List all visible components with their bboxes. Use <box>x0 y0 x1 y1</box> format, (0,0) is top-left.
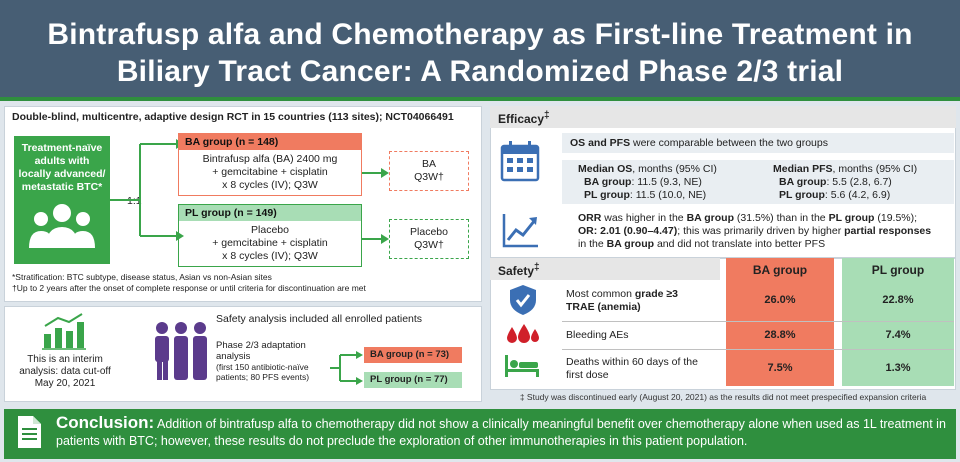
ba-arm-header: BA group (n = 148) <box>179 134 361 150</box>
adaptation-analysis: Phase 2/3 adaptation analysis (first 150… <box>216 340 310 382</box>
pl-maintenance-box: Placebo Q3W† <box>389 219 469 259</box>
safety-row-anemia: Most common grade ≥3 TRAE (anemia) <box>566 288 678 313</box>
deaths-ba-value: 7.5% <box>726 362 834 374</box>
safety-footnote: ‡ Study was discontinued early (August 2… <box>519 392 927 402</box>
efficacy-title: Efficacy‡ <box>490 106 956 128</box>
safety-population-text: Safety analysis included all enrolled pa… <box>216 313 423 325</box>
pl-column-header: PL group <box>871 263 925 277</box>
ba-column-header: BA group <box>752 263 808 277</box>
ba-continue-arrow <box>362 168 389 178</box>
row-divider <box>562 321 954 322</box>
pl-continue-arrow <box>362 234 389 244</box>
safety-title: Safety‡ <box>490 258 720 280</box>
blood-drops-icon <box>507 324 539 343</box>
adaptation-arrows <box>330 351 363 385</box>
median-pfs: Median PFS, months (95% CI) BA group: 5.… <box>773 163 918 201</box>
pl-interim-badge: PL group (n = 77) <box>364 372 462 388</box>
median-os: Median OS, months (95% CI) BA group: 11.… <box>578 163 717 201</box>
pl-arm-header: PL group (n = 149) <box>179 205 361 221</box>
hospital-bed-icon <box>505 355 539 377</box>
document-icon <box>18 416 41 448</box>
os-pfs-comparable: OS and PFS were comparable between the t… <box>562 133 954 153</box>
trend-up-icon <box>502 214 538 248</box>
design-footnotes: *Stratification: BTC subtype, disease st… <box>12 272 366 293</box>
ba-maintenance-box: BA Q3W† <box>389 151 469 191</box>
orr-summary: ORR was higher in the BA group (31.5%) t… <box>578 212 932 250</box>
randomization-arrows <box>110 139 184 241</box>
population-text: Treatment-naïve adults with locally adva… <box>18 142 106 193</box>
patients-icon <box>155 322 207 380</box>
page-title: Bintrafusp alfa and Chemotherapy as Firs… <box>0 0 960 101</box>
deaths-pl-value: 1.3% <box>842 362 954 374</box>
median-survival-block <box>562 160 954 204</box>
ba-arm-box: BA group (n = 148) Bintrafusp alfa (BA) … <box>178 133 362 196</box>
ba-interim-badge: BA group (n = 73) <box>364 347 462 363</box>
people-group-icon <box>29 204 95 248</box>
design-heading: Double-blind, multicentre, adaptive desi… <box>12 111 454 123</box>
shield-icon <box>510 285 536 315</box>
row-divider <box>562 349 954 350</box>
pl-arm-body: Placebo + gemcitabine + cisplatin x 8 cy… <box>212 224 328 262</box>
calendar-icon <box>500 141 540 182</box>
safety-row-deaths: Deaths within 60 days of the first dose <box>566 356 698 381</box>
ba-arm-body: Bintrafusp alfa (BA) 2400 mg + gemcitabi… <box>202 153 338 191</box>
conclusion-label: Conclusion: <box>56 413 155 432</box>
bar-chart-growth-icon <box>42 313 86 350</box>
conclusion-text: Addition of bintrafusp alfa to chemother… <box>56 417 946 448</box>
bleeding-pl-value: 7.4% <box>842 329 954 341</box>
anemia-pl-value: 22.8% <box>842 294 954 306</box>
population-box: Treatment-naïve adults with locally adva… <box>14 136 110 264</box>
anemia-ba-value: 26.0% <box>726 294 834 306</box>
safety-row-bleeding: Bleeding AEs <box>566 329 629 341</box>
interim-cutoff-text: This is an interim analysis: data cut-of… <box>19 354 111 389</box>
bleeding-ba-value: 28.8% <box>726 329 834 341</box>
pl-arm-box: PL group (n = 149) Placebo + gemcitabine… <box>178 204 362 267</box>
conclusion-banner: Conclusion: Addition of bintrafusp alfa … <box>4 409 956 459</box>
